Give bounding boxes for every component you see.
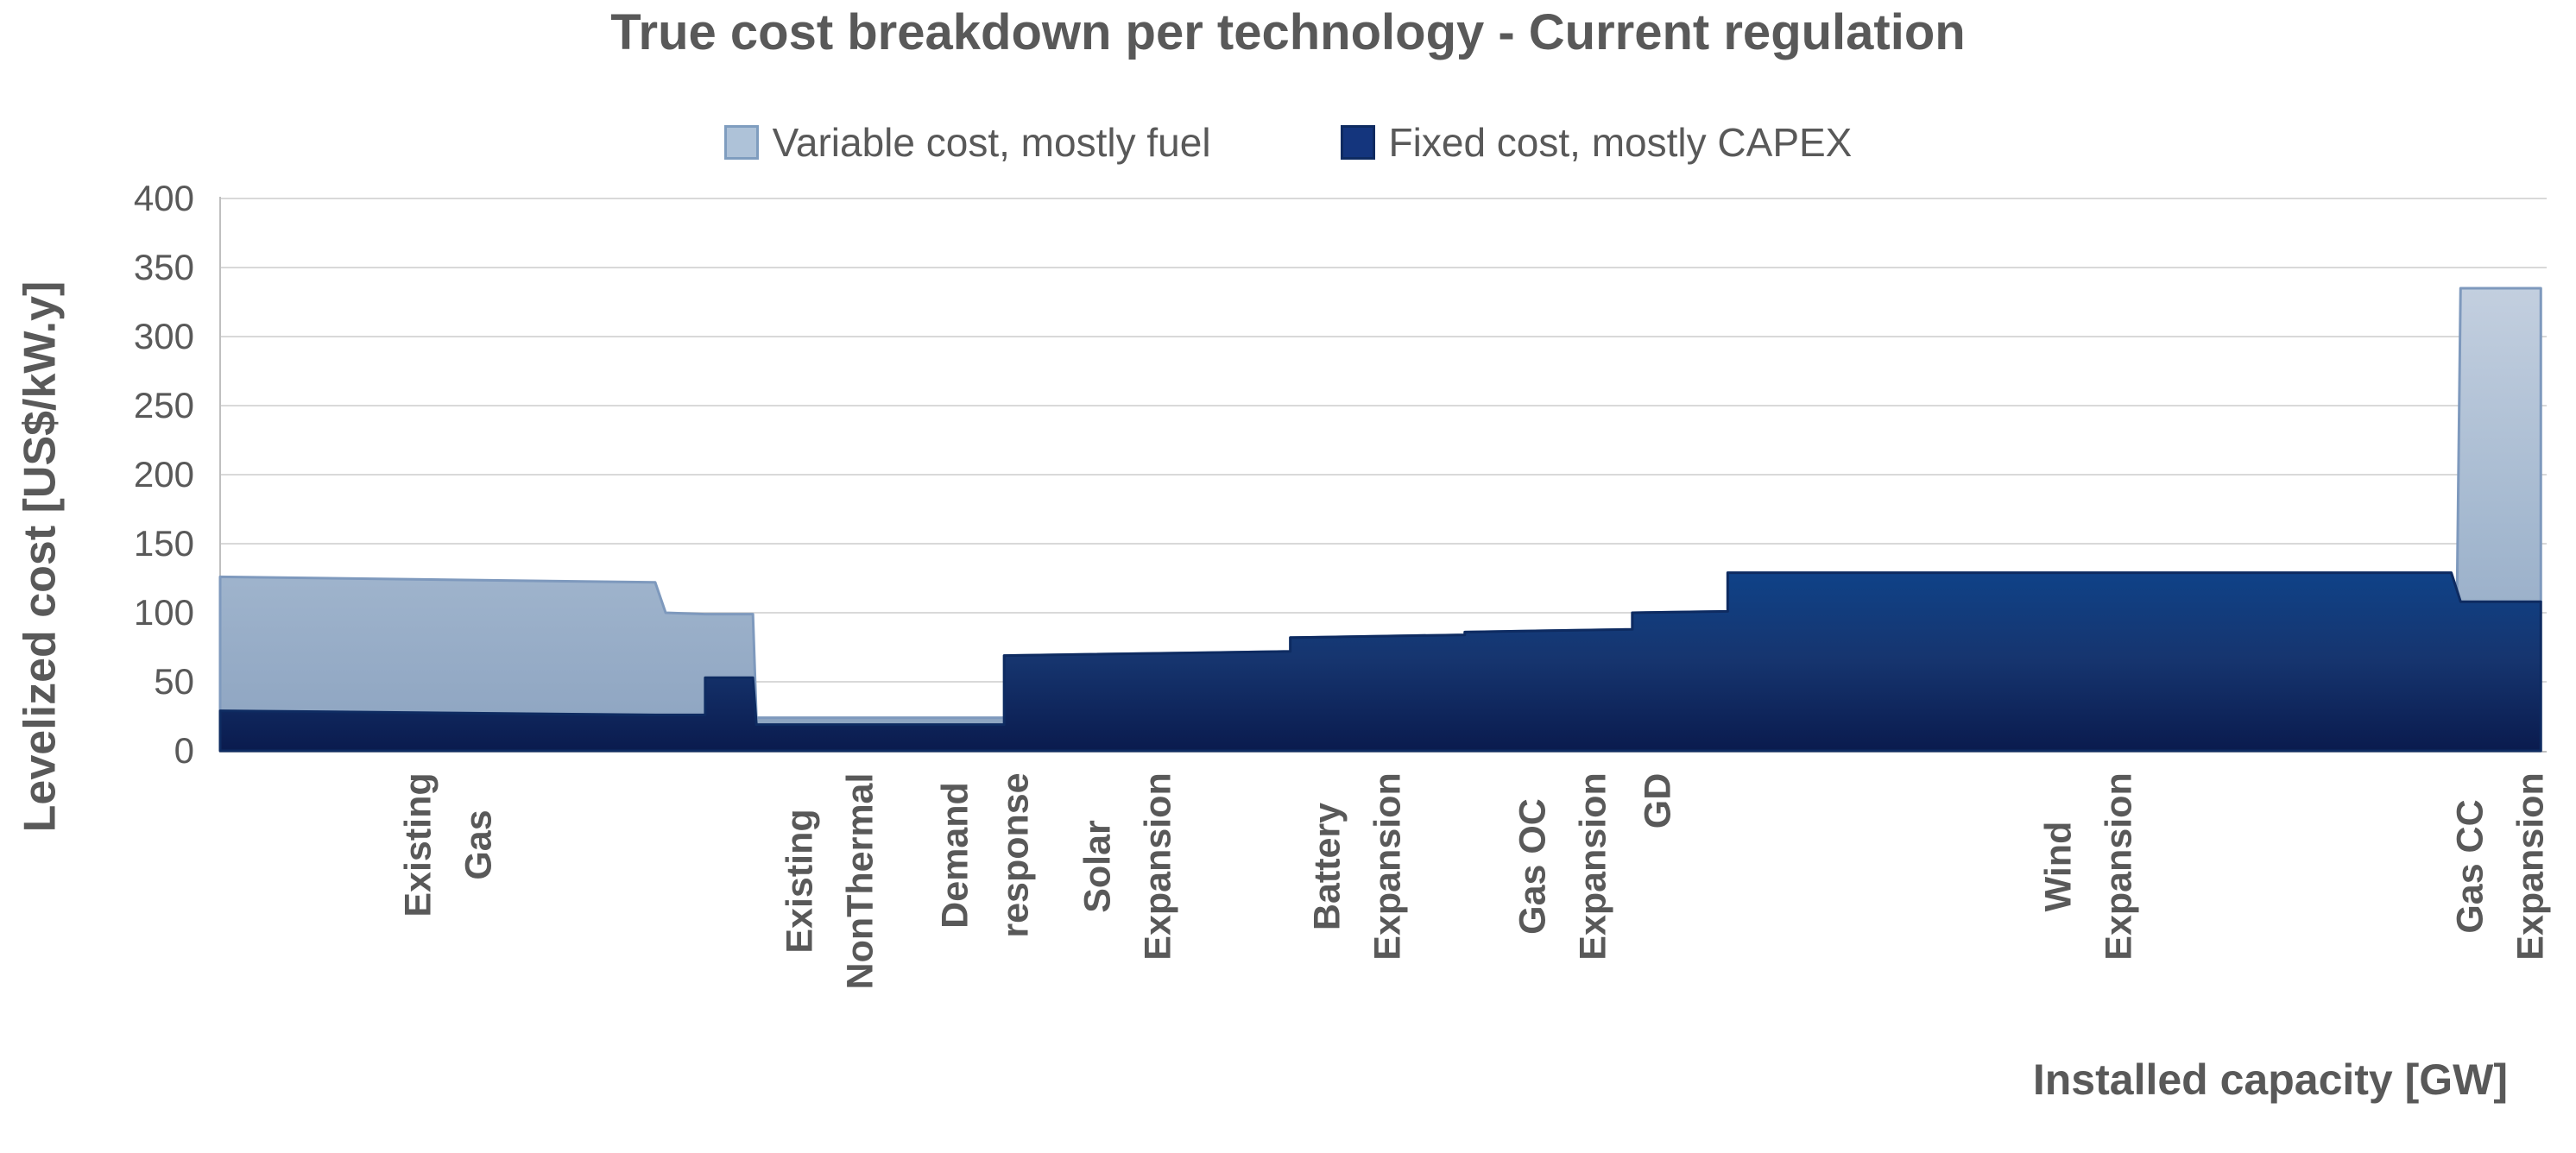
x-axis-title: Installed capacity [GW] <box>2032 1055 2508 1104</box>
x-category-label: Demand response <box>934 772 1037 938</box>
y-tick-label: 0 <box>174 730 194 771</box>
legend-item-variable: Variable cost, mostly fuel <box>723 119 1211 166</box>
y-tick-label: 400 <box>133 178 194 218</box>
legend-label-fixed: Fixed cost, mostly CAPEX <box>1388 120 1853 165</box>
y-tick-label: 300 <box>133 316 194 356</box>
legend-swatch-variable-icon <box>723 125 759 160</box>
y-tick-label: 350 <box>133 247 194 287</box>
fixed-cost-area <box>218 571 2542 753</box>
x-category-label: Wind Expansion <box>2037 772 2140 961</box>
x-category-label: Gas CC Expansion <box>2449 772 2552 961</box>
x-category-label: Battery Expansion <box>1307 772 1410 961</box>
y-tick-label: 200 <box>133 454 194 495</box>
y-tick-label: 50 <box>154 661 194 702</box>
y-tick-label: 250 <box>133 385 194 425</box>
x-category-label: Solar Expansion <box>1076 772 1179 961</box>
y-tick-label: 100 <box>133 592 194 633</box>
chart-title: True cost breakdown per technology - Cur… <box>610 4 1966 60</box>
x-category-label: Gas OC Expansion <box>1512 772 1614 961</box>
x-category-label: Existing Gas <box>397 772 500 917</box>
y-tick-label: 150 <box>133 523 194 564</box>
legend-swatch-fixed-icon <box>1340 125 1375 160</box>
legend-label-variable: Variable cost, mostly fuel <box>772 120 1211 165</box>
legend: Variable cost, mostly fuel Fixed cost, m… <box>0 119 2576 166</box>
legend-item-fixed: Fixed cost, mostly CAPEX <box>1340 119 1853 166</box>
x-category-label: Existing NonThermal <box>779 772 881 989</box>
x-category-label: GD <box>1637 772 1679 829</box>
